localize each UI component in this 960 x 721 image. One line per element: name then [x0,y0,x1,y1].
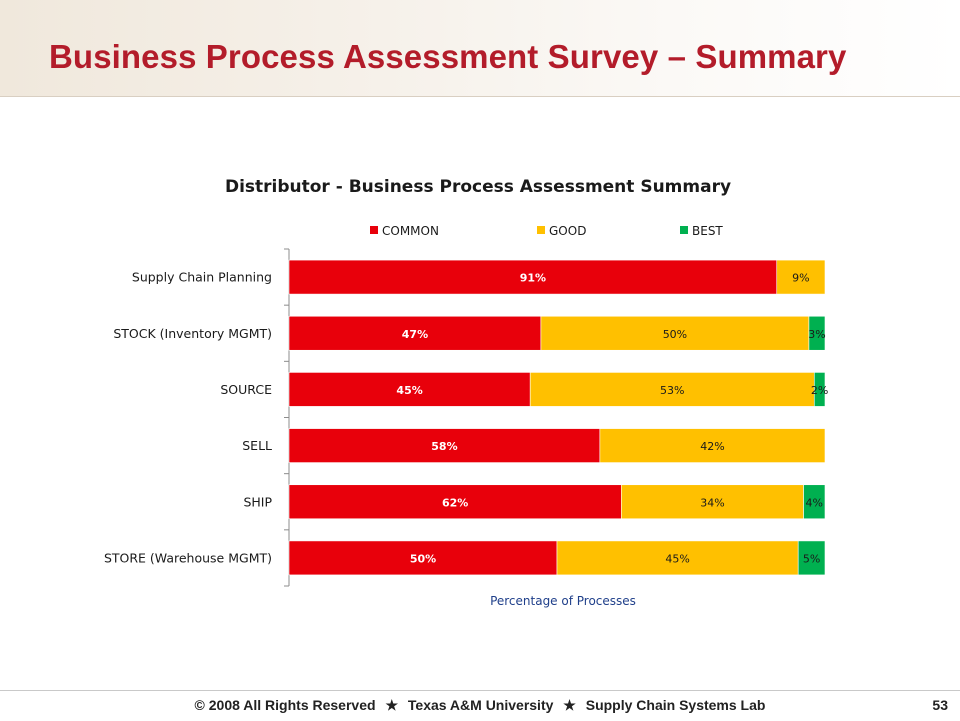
slide-footer: © 2008 All Rights Reserved ★ Texas A&M U… [0,690,960,721]
bar-segment [288,372,531,407]
star-icon: ★ [385,697,398,713]
category-label: Supply Chain Planning [132,270,272,285]
category-label: SELL [242,438,272,453]
category-label: STORE (Warehouse MGMT) [104,550,272,565]
data-label: 47% [402,328,428,341]
footer-rights: 2008 All Rights Reserved [208,697,376,713]
bar-segment [288,428,601,463]
category-label: STOCK (Inventory MGMT) [113,326,272,341]
legend-swatch [370,226,378,234]
data-label: 4% [806,496,823,509]
legend-label: BEST [692,224,723,238]
footer-university: Texas A&M University [407,697,554,713]
bar-segment [556,540,799,576]
footer-lab: Supply Chain Systems Lab [585,697,766,713]
copyright-symbol: © [194,697,205,713]
bar-segment [288,315,542,351]
bar-segment [599,428,826,463]
data-label: 58% [431,440,457,453]
data-label: 50% [663,328,687,341]
bar-segment [813,372,826,407]
legend-label: COMMON [382,224,439,238]
data-label: 91% [520,272,546,285]
legend-swatch [537,226,545,234]
category-label: SOURCE [220,382,272,397]
data-label: 45% [665,552,689,565]
bar-segment [776,259,826,295]
data-label: 2% [811,384,828,397]
chart-area: Distributor - Business Process Assessmen… [0,100,960,680]
footer-text: © 2008 All Rights Reserved ★ Texas A&M U… [0,697,960,714]
stacked-bar-chart: Distributor - Business Process Assessmen… [104,177,828,608]
data-label: 34% [700,496,724,509]
data-label: 45% [396,384,422,397]
bar-segment [288,540,558,576]
category-label: SHIP [243,494,272,509]
data-label: 62% [442,496,468,509]
data-label: 3% [808,328,825,341]
bar-segment [288,259,778,295]
star-icon: ★ [563,697,576,713]
bar-segment [288,484,622,520]
bar-segment [797,540,826,576]
chart-title: Distributor - Business Process Assessmen… [225,177,731,197]
legend-swatch [680,226,688,234]
page-number: 53 [932,697,948,713]
slide-header: Business Process Assessment Survey – Sum… [0,0,960,97]
x-axis-label: Percentage of Processes [490,594,636,608]
data-label: 53% [660,384,684,397]
data-label: 9% [792,272,809,285]
data-label: 42% [700,440,724,453]
bar-segment [529,372,815,407]
slide-title: Business Process Assessment Survey – Sum… [49,38,847,75]
bar-segment [803,484,826,520]
data-label: 50% [410,552,436,565]
bar-segment [621,484,804,520]
legend-label: GOOD [549,224,586,238]
bar-segment [808,315,826,351]
data-label: 5% [803,552,820,565]
